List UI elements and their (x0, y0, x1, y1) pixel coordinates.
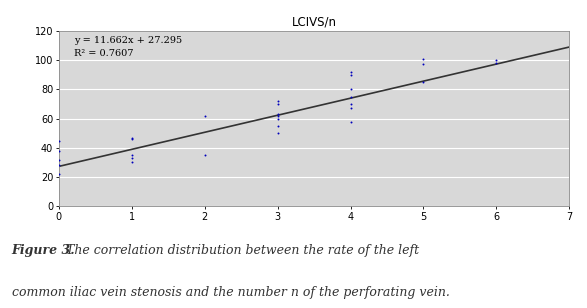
Point (54, 172, 63, 177)
Point (346, 72, 355, 77)
Point (346, 106, 355, 111)
Point (346, 119, 355, 124)
Point (54, 157, 63, 162)
Point (492, 58, 501, 63)
Point (273, 101, 282, 106)
Point (346, 94, 355, 99)
Point (273, 124, 282, 128)
Point (419, 56, 428, 61)
Text: common iliac vein stenosis and the number n of the perforating vein.: common iliac vein stenosis and the numbe… (12, 286, 450, 299)
Point (346, 101, 355, 106)
Point (273, 99, 282, 103)
Point (127, 160, 136, 165)
Point (127, 135, 136, 140)
Point (273, 131, 282, 136)
Point (346, 69, 355, 74)
Text: y = 11.662x + 27.295
R² = 0.7607: y = 11.662x + 27.295 R² = 0.7607 (74, 36, 182, 58)
Point (54, 163, 63, 168)
Point (492, 60, 501, 65)
Point (346, 87, 355, 92)
Point (273, 116, 282, 121)
Point (200, 113, 210, 118)
Point (273, 113, 282, 118)
Title: LCIVS/n: LCIVS/n (292, 15, 336, 28)
Point (419, 62, 428, 67)
Point (127, 137, 136, 142)
Point (127, 153, 136, 158)
Text: The correlation distribution between the rate of the left: The correlation distribution between the… (62, 244, 419, 257)
Point (200, 153, 210, 158)
Point (127, 156, 136, 160)
Point (54, 138, 63, 143)
Point (54, 148, 63, 153)
Point (419, 79, 428, 84)
Point (273, 112, 282, 117)
Text: Figure 3.: Figure 3. (12, 244, 75, 257)
